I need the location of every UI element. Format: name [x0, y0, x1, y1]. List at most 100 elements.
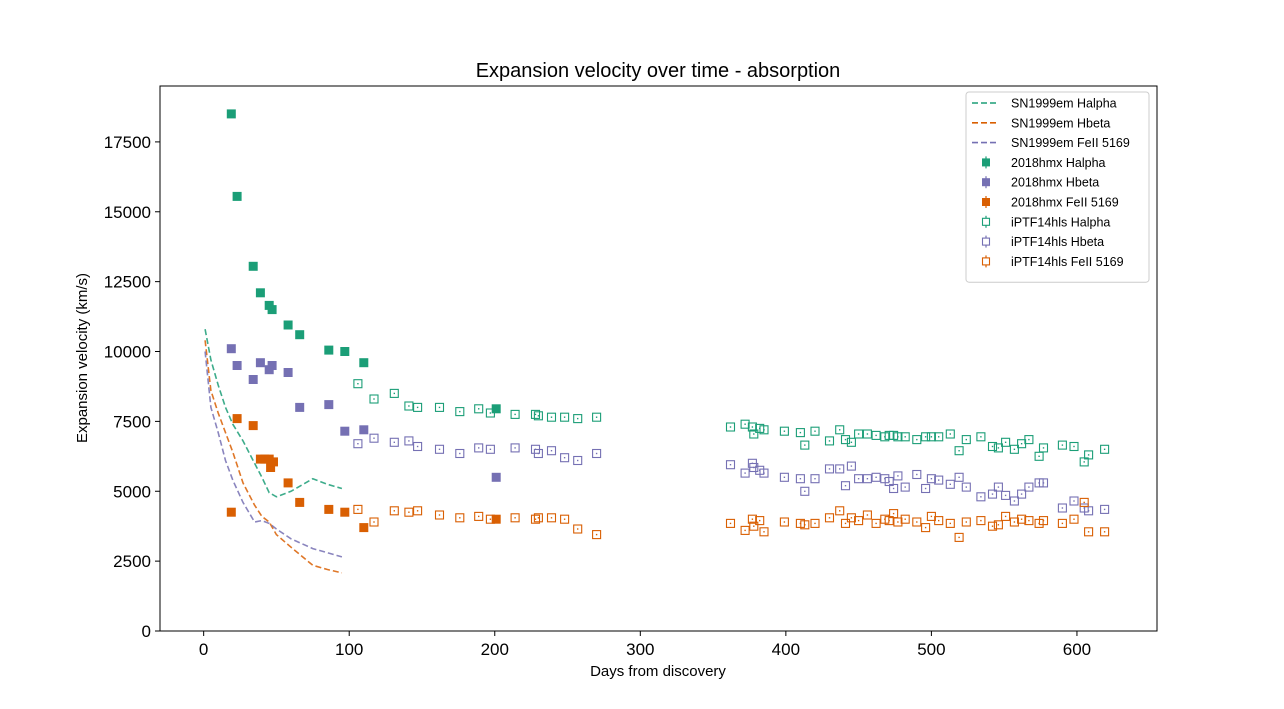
- 2018hmx-hbeta-point: [295, 402, 305, 412]
- iptf14hls-halpha-point-center: [844, 438, 847, 441]
- iptf14hls-halpha-point: [353, 379, 363, 389]
- iptf14hls-halpha-point: [1100, 444, 1110, 454]
- iptf14hls-hbeta-point-center: [850, 465, 853, 467]
- iptf14hls-halpha-point-center: [814, 430, 816, 432]
- iptf14hls-feii-5169-point: [369, 517, 379, 527]
- 2018hmx-feii-5169-point: [359, 523, 369, 533]
- iptf14hls-halpha-point-center: [828, 440, 831, 442]
- legend-entry: SN1999em Halpha: [972, 97, 1117, 111]
- iptf14hls-hbeta-point-center: [393, 441, 395, 443]
- iptf14hls-halpha-point: [1001, 437, 1011, 447]
- iptf14hls-hbeta-point: [993, 482, 1003, 492]
- iptf14hls-feii-5169-point: [945, 518, 955, 528]
- iptf14hls-hbeta-point: [759, 468, 769, 478]
- 2018hmx-halpha-point: [491, 404, 501, 414]
- iptf14hls-feii-5169-point-center: [1061, 522, 1064, 525]
- iptf14hls-feii-5169-point-center: [958, 536, 960, 539]
- iptf14hls-halpha-point-center: [1087, 454, 1090, 456]
- iptf14hls-halpha-point: [893, 432, 903, 442]
- iptf14hls-feii-5169-point: [1057, 518, 1067, 528]
- iptf14hls-feii-5169-point: [1009, 517, 1019, 527]
- iptf14hls-halpha-point: [921, 432, 931, 442]
- iptf14hls-hbeta-point-center: [416, 445, 419, 448]
- iptf14hls-hbeta-point-center: [753, 466, 755, 469]
- y-tick-label: 5000: [113, 482, 151, 501]
- iptf14hls-feii-5169-point-center: [997, 524, 1000, 526]
- 2018hmx-halpha-series: [226, 109, 501, 414]
- iptf14hls-feii-5169-point: [474, 511, 484, 521]
- iptf14hls-halpha-point: [810, 426, 820, 436]
- iptf14hls-hbeta-point: [926, 474, 936, 484]
- iptf14hls-feii-5169-legend-label: iPTF14hls FeII 5169: [1011, 255, 1124, 269]
- iptf14hls-hbeta-point: [1057, 503, 1067, 513]
- iptf14hls-hbeta-point-center: [1028, 486, 1030, 488]
- iptf14hls-halpha-point: [749, 429, 759, 439]
- iptf14hls-halpha-point-center: [958, 450, 960, 452]
- iptf14hls-hbeta-legend-swatch: [981, 237, 991, 246]
- iptf14hls-halpha-point-center: [997, 447, 1000, 449]
- iptf14hls-halpha-point-center: [393, 392, 395, 395]
- 2018hmx-feii-5169-legend-label: 2018hmx FeII 5169: [1011, 196, 1119, 210]
- iptf14hls-halpha-point: [779, 426, 789, 436]
- iptf14hls-halpha-point: [835, 425, 845, 435]
- 2018hmx-feii-5169-point: [324, 504, 334, 514]
- iptf14hls-hbeta-point-center: [563, 457, 566, 459]
- iptf14hls-halpha-point-center: [1073, 445, 1075, 448]
- legend-box: [965, 91, 1150, 283]
- iptf14hls-feii-5169-point: [592, 530, 602, 540]
- iptf14hls-halpha-point: [560, 412, 570, 422]
- iptf14hls-halpha-point-center: [550, 416, 553, 418]
- 2018hmx-hbeta-point: [283, 368, 293, 377]
- iptf14hls-hbeta-point: [961, 482, 971, 492]
- iptf14hls-feii-5169-point-center: [1020, 518, 1023, 520]
- plot-content: [204, 109, 1110, 574]
- iptf14hls-halpha-point: [740, 419, 750, 429]
- iptf14hls-hbeta-point: [434, 444, 445, 454]
- 2018hmx-halpha-point: [324, 345, 334, 355]
- iptf14hls-hbeta-point: [413, 441, 423, 452]
- iptf14hls-feii-5169-point-center: [759, 519, 761, 522]
- iptf14hls-hbeta-point-center: [373, 437, 375, 439]
- iptf14hls-hbeta-point-center: [514, 447, 516, 449]
- iptf14hls-hbeta-point-center: [828, 468, 831, 470]
- iptf14hls-hbeta-point: [779, 472, 789, 482]
- sn1999em-hbeta-line: [204, 340, 343, 574]
- iptf14hls-feii-5169-point-center: [1083, 501, 1085, 504]
- iptf14hls-halpha-point: [795, 428, 805, 438]
- x-tick-label: 0: [199, 640, 208, 659]
- iptf14hls-hbeta-point-center: [897, 475, 899, 477]
- 2018hmx-feii-5169-series: [226, 414, 501, 533]
- 2018hmx-hbeta-point: [255, 358, 265, 368]
- iptf14hls-feii-5169-point: [862, 510, 872, 520]
- iptf14hls-feii-5169-point: [934, 516, 944, 526]
- iptf14hls-feii-5169-point: [976, 516, 986, 526]
- y-tick-label: 12500: [104, 273, 151, 292]
- iptf14hls-feii-5169-point: [824, 513, 835, 523]
- 2018hmx-halpha-point: [283, 320, 293, 330]
- iptf14hls-hbeta-point-center: [799, 478, 802, 480]
- legend-entry: 2018hmx Halpha: [982, 156, 1106, 170]
- iptf14hls-halpha-point: [1024, 435, 1034, 445]
- sn1999em-feii-5169-series: [204, 351, 343, 558]
- iptf14hls-feii-5169-point-center: [373, 521, 375, 523]
- plot-area: [204, 109, 1110, 574]
- iptf14hls-halpha-point-center: [1083, 461, 1085, 463]
- iptf14hls-feii-5169-point: [740, 525, 750, 535]
- iptf14hls-feii-5169-point-center: [924, 526, 927, 529]
- iptf14hls-halpha-point: [945, 429, 955, 439]
- iptf14hls-feii-5169-point-center: [753, 525, 755, 527]
- iptf14hls-hbeta-point: [854, 474, 864, 484]
- iptf14hls-halpha-point-center: [577, 417, 579, 420]
- iptf14hls-hbeta-point: [889, 483, 899, 494]
- iptf14hls-halpha-point-center: [1028, 438, 1030, 441]
- iptf14hls-hbeta-point: [1024, 482, 1034, 492]
- iptf14hls-feii-5169-point: [1079, 497, 1089, 507]
- sn1999em-halpha-legend-label: SN1999em Halpha: [1011, 97, 1117, 111]
- iptf14hls-hbeta-point: [592, 448, 602, 459]
- iptf14hls-hbeta-point: [921, 483, 931, 494]
- iptf14hls-halpha-point-center: [438, 406, 441, 409]
- iptf14hls-hbeta-point-center: [949, 483, 951, 485]
- iptf14hls-hbeta-point-center: [408, 440, 410, 442]
- 2018hmx-hbeta-point: [324, 400, 334, 410]
